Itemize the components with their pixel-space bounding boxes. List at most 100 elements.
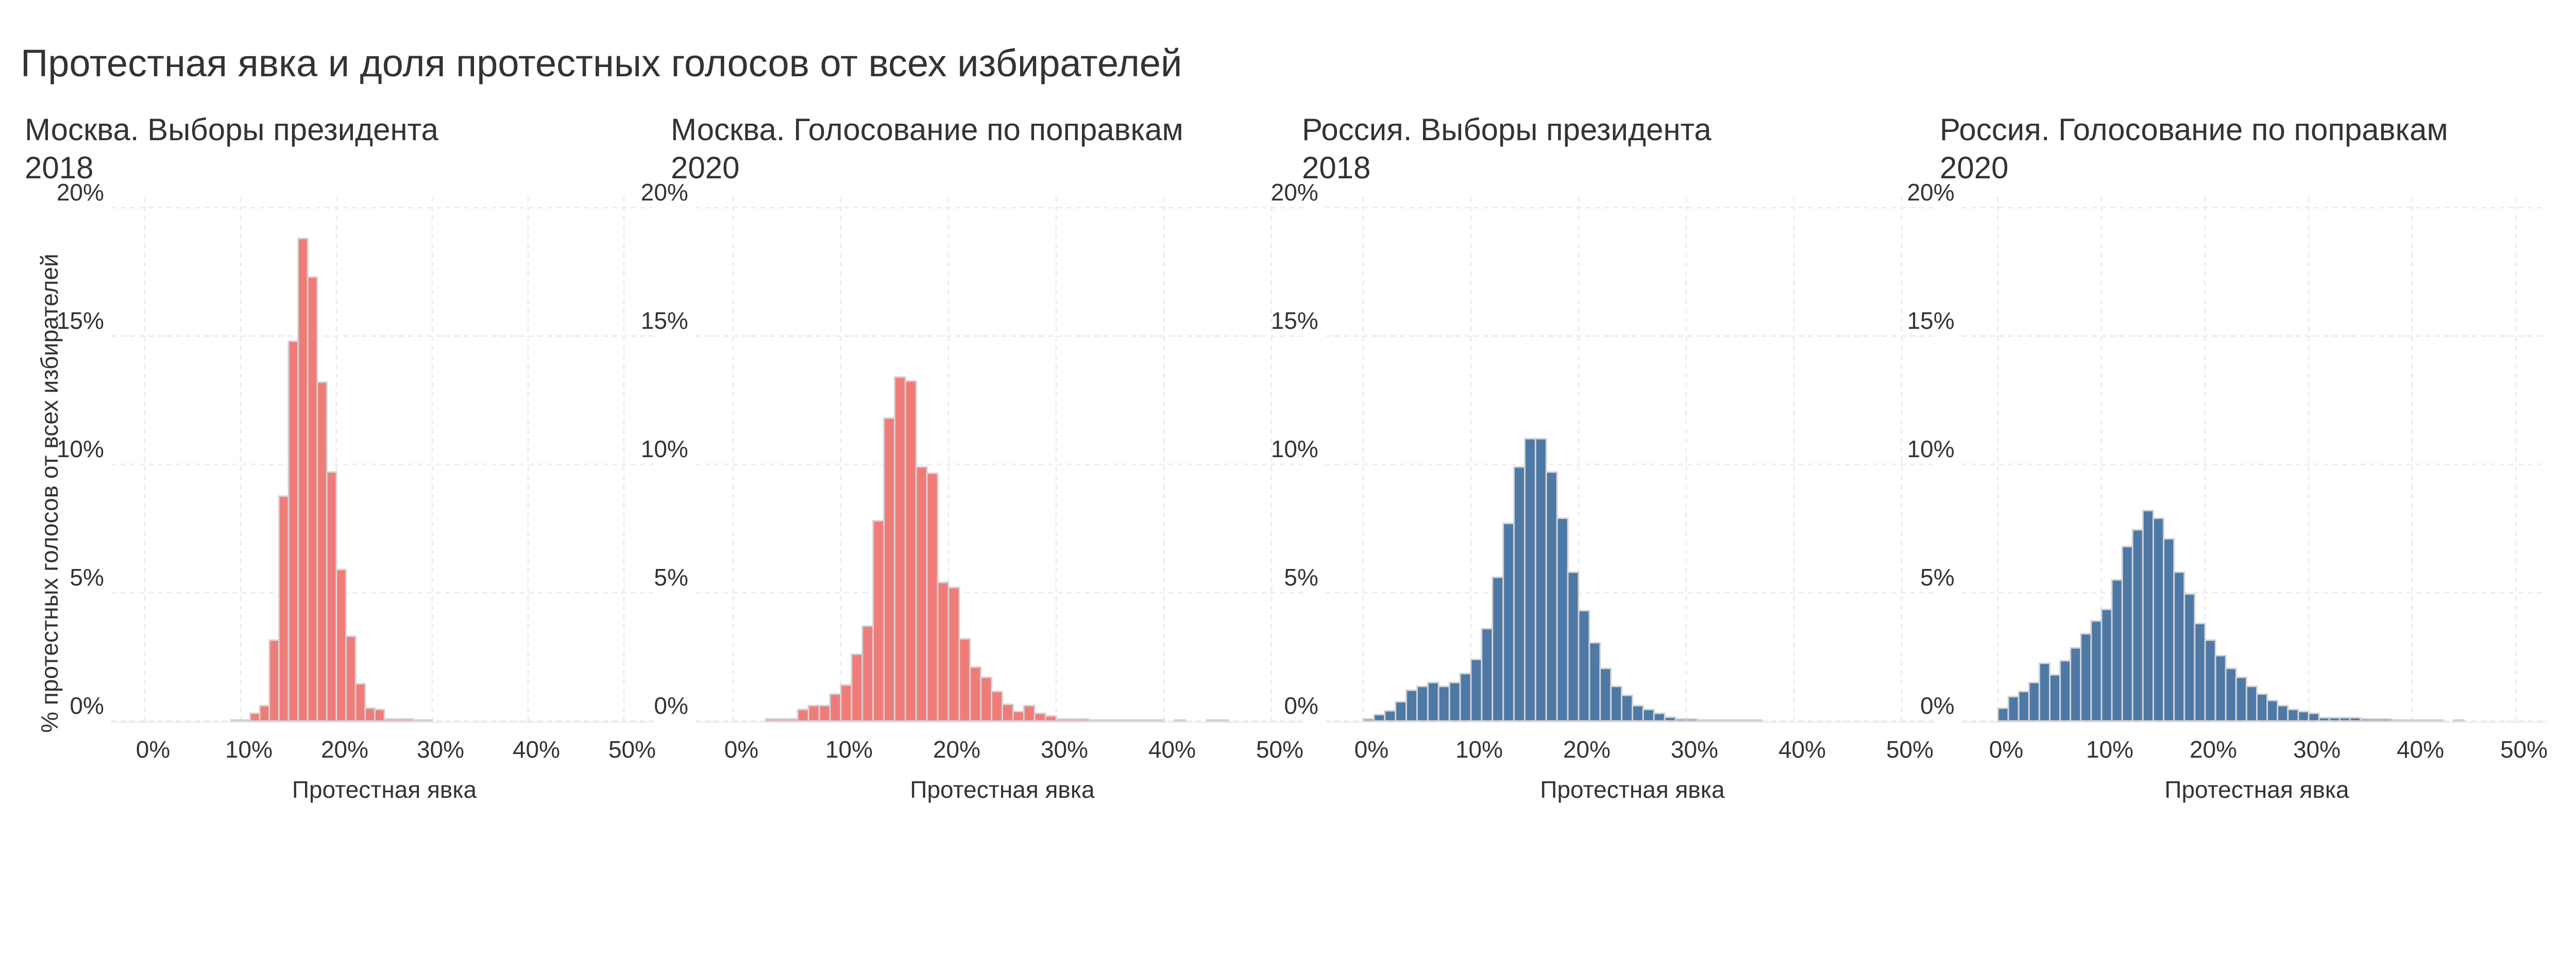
x-tick-label: 10% (2086, 736, 2133, 763)
histogram-bar (2360, 718, 2372, 722)
histogram-bar (2080, 633, 2092, 722)
histogram-bar (2370, 718, 2382, 722)
x-tick-label: 40% (2397, 736, 2444, 763)
histogram-bar (2100, 608, 2113, 722)
histogram-bar (1739, 719, 1752, 722)
histogram-bar (1384, 710, 1397, 722)
histogram-bar (2235, 676, 2247, 722)
x-tick-label: 0% (724, 736, 758, 763)
panel-subtitle: 2020 (671, 150, 739, 185)
histogram-bar (2194, 623, 2206, 722)
histogram-bar (904, 380, 917, 722)
panel-title: Москва. Голосование по поправкам (671, 112, 1183, 147)
histogram-bar (1642, 709, 1655, 722)
histogram-bar (894, 376, 906, 722)
histogram-bar (1997, 707, 2009, 722)
histogram-bar (1578, 610, 1590, 722)
histogram-bar (2256, 693, 2268, 722)
panel-subtitle: 2018 (25, 150, 93, 185)
histogram-bar (2297, 711, 2310, 722)
x-tick-label: 0% (1354, 736, 1388, 763)
histogram-bar (2049, 674, 2061, 722)
histogram-bar (2173, 571, 2185, 722)
histogram-bar (2121, 545, 2133, 722)
histogram-bar (2142, 510, 2154, 722)
histogram-bar (1492, 576, 1504, 722)
histogram-bar (1141, 719, 1154, 722)
y-tick-label: 10% (1907, 436, 1955, 462)
histogram-bar (1728, 719, 1741, 722)
histogram-bar (383, 718, 395, 722)
histogram-bar (1088, 719, 1100, 722)
histogram-bar (2277, 705, 2289, 722)
histogram-bar (2111, 579, 2123, 722)
histogram-bar (1023, 705, 1036, 722)
histogram-bar (297, 238, 309, 722)
histogram-bar (1470, 658, 1483, 722)
histogram-bar (2349, 717, 2361, 722)
histogram-bar (2266, 699, 2279, 722)
histogram-bar (421, 719, 433, 722)
histogram-bar (2214, 655, 2227, 722)
histogram-bar (374, 709, 385, 722)
histogram-bar (1459, 673, 1472, 722)
histogram-bar (2338, 717, 2351, 722)
histogram-bar (2018, 691, 2030, 722)
x-tick-label: 0% (1989, 736, 2023, 763)
histogram-bar (1044, 715, 1057, 722)
histogram-bar (393, 718, 404, 722)
y-tick-label: 15% (57, 307, 104, 334)
x-tick-label: 50% (2500, 736, 2548, 763)
histogram-bar (316, 381, 328, 722)
histogram-bar (1664, 716, 1676, 722)
histogram-bar (2401, 719, 2413, 722)
histogram-bar (1599, 667, 1612, 722)
histogram-bar (1152, 719, 1165, 722)
panel-subtitle: 2018 (1302, 150, 1370, 185)
y-tick-label: 0% (70, 692, 104, 719)
histogram-bar (1513, 466, 1526, 722)
x-tick-label: 30% (417, 736, 464, 763)
histogram-bar (1437, 685, 1450, 722)
y-tick-label: 20% (1907, 179, 1955, 206)
histogram-bar (1206, 719, 1219, 722)
histogram-bar (1002, 704, 1014, 722)
histogram-bar (1098, 719, 1111, 722)
histogram-bar (1481, 628, 1494, 722)
histogram-bar (354, 683, 366, 722)
histogram-bar (287, 340, 299, 722)
histogram-bar (1066, 718, 1079, 722)
histogram-bar (1362, 718, 1375, 722)
histogram-bar (958, 638, 971, 722)
x-tick-label: 20% (2190, 736, 2237, 763)
x-tick-label: 30% (1041, 736, 1088, 763)
histogram-bar (2328, 717, 2341, 722)
y-tick-label: 15% (1907, 307, 1955, 334)
histogram-bar (1750, 719, 1762, 722)
histogram-bar (969, 666, 982, 722)
y-tick-label: 0% (1284, 692, 1318, 719)
histogram-bar (1610, 685, 1623, 722)
y-tick-label: 20% (641, 179, 688, 206)
x-tick-label: 20% (1563, 736, 1611, 763)
histogram-bar (2411, 719, 2424, 722)
histogram-bar (326, 471, 337, 722)
x-tick-label: 20% (933, 736, 980, 763)
x-tick-label: 40% (1148, 736, 1196, 763)
histogram-bar (1130, 719, 1143, 722)
histogram-bar (230, 719, 242, 722)
histogram-bar (1109, 719, 1122, 722)
histogram-bar (1427, 681, 1439, 722)
histogram-bar (1696, 719, 1709, 722)
histogram-bar (2038, 662, 2050, 722)
histogram-bar (883, 417, 895, 722)
histogram-bar (2059, 660, 2072, 722)
histogram-bar (818, 705, 831, 722)
histogram-bar (345, 635, 357, 722)
histogram-bar (412, 719, 423, 722)
histogram-bar (2432, 719, 2444, 722)
x-tick-label: 30% (2293, 736, 2341, 763)
